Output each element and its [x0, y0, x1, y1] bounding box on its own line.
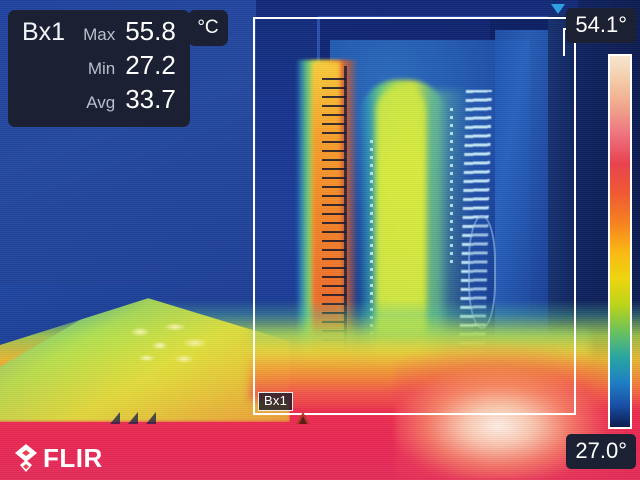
readout-key-min: Min	[87, 59, 116, 78]
readout-key-max: Max	[83, 25, 116, 44]
scale-tick-vertical	[563, 28, 565, 56]
readout-value-avg: 33.7	[125, 84, 176, 114]
thermal-seam-line-right	[450, 108, 453, 268]
scale-marker-triangle-icon	[551, 4, 565, 14]
readout-key-avg: Avg	[86, 93, 116, 112]
min-spot-triangle-inner-icon	[299, 416, 307, 424]
thermal-floor-chevron	[128, 412, 138, 424]
measurement-readout-panel[interactable]: Bx1 Max 55.8 Min 27.2 Avg 33.7	[8, 10, 190, 127]
flir-diamond-icon	[14, 443, 38, 473]
flir-wordmark: FLIR	[43, 443, 103, 473]
thermal-ladder-rail-left	[344, 66, 347, 360]
measurement-box-bx1[interactable]	[253, 17, 576, 415]
scale-min-label: 27.0°	[566, 434, 636, 469]
thermal-floor-chevron	[110, 412, 120, 424]
thermal-bright-debris-cluster	[118, 318, 228, 368]
thermal-seam-line-left	[370, 140, 373, 355]
temperature-colorbar[interactable]	[608, 54, 632, 429]
temperature-unit-badge[interactable]: °C	[188, 10, 228, 46]
table-row: Avg 33.7	[22, 84, 176, 118]
table-row: Min 27.2	[22, 50, 176, 84]
scale-max-label: 54.1°	[566, 8, 636, 43]
measurement-box-label: Bx1	[258, 392, 294, 411]
readout-table: Bx1 Max 55.8 Min 27.2 Avg 33.7	[22, 16, 176, 118]
table-row: Bx1 Max 55.8	[22, 16, 176, 50]
thermal-floor-chevron	[146, 412, 156, 424]
readout-marker-name: Bx1	[22, 18, 66, 46]
flir-logo: FLIR	[14, 443, 103, 473]
readout-value-min: 27.2	[125, 50, 176, 80]
readout-value-max: 55.8	[125, 16, 176, 46]
